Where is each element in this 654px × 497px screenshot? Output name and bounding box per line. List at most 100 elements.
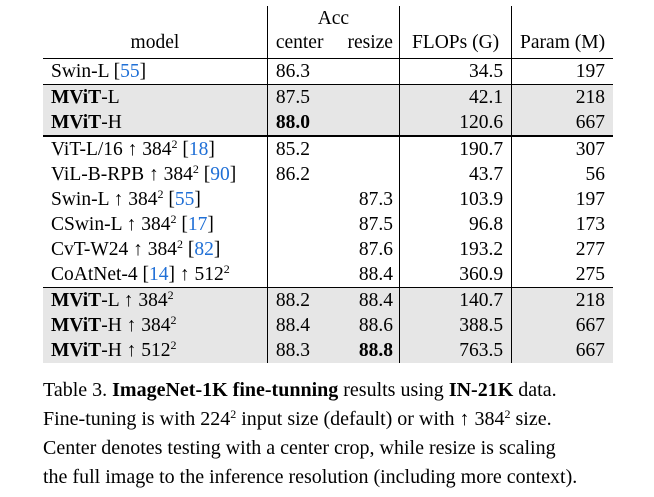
resolution-exponent: 2 (170, 312, 177, 327)
cell-acc-resize (337, 162, 399, 187)
table-row: MViT-H ↑ 3842 88.4 88.6 388.5 667 (43, 313, 613, 338)
cell-flops: 42.1 (398, 84, 512, 110)
cell-flops: 34.5 (398, 58, 512, 85)
resolution: 512 (194, 263, 224, 285)
cell-flops: 43.7 (398, 162, 512, 187)
header-model: model (130, 32, 180, 54)
cell-acc-center: 85.2 (266, 135, 338, 162)
model-name-suffix: -L (101, 86, 120, 108)
caption-bold-dataset: IN-21K (448, 379, 514, 401)
cell-acc-center: 86.2 (266, 162, 338, 187)
cell-param: 667 (511, 110, 613, 136)
table-row: CoAtNet-4 [14] ↑ 5122 88.4 360.9 275 (43, 262, 613, 288)
results-table-container: Acc model center resize FLOPs (G) Param … (43, 6, 613, 363)
cell-model: ViT-L/16 ↑ 3842 [18] (43, 135, 268, 162)
model-name: CvT-W24 ↑ (51, 238, 148, 260)
cell-acc-resize: 88.4 (358, 263, 393, 285)
cell-flops: 360.9 (398, 262, 512, 288)
cell-acc-resize: 88.8 (337, 338, 400, 363)
caption-bold-title: ImageNet-1K fine-tunning (112, 379, 339, 401)
resolution-exponent: 2 (171, 136, 178, 151)
caption-mid-1: results using (338, 379, 449, 401)
cell-model: MViT-L ↑ 3842 (43, 287, 268, 313)
cell-acc-resize: 87.6 (358, 238, 393, 260)
citation-link: 90 (210, 163, 230, 185)
cell-model: CoAtNet-4 [14] ↑ 5122 (51, 261, 230, 285)
cell-param: 277 (511, 237, 613, 262)
table-row: CvT-W24 ↑ 3842 [82] 87.6 193.2 277 (43, 237, 613, 262)
model-name-bold: MViT (51, 111, 102, 133)
caption-line-2a: Fine-tuning is with 224 (43, 408, 231, 430)
cell-acc-center: 88.2 (266, 287, 338, 313)
resolution: 512 (141, 339, 171, 361)
cell-flops: 763.5 (398, 338, 512, 363)
model-name-bold: MViT (51, 339, 102, 361)
cell-acc-center: 86.3 (266, 58, 338, 85)
cell-acc-center (266, 187, 338, 212)
cell-model: MViT-H (43, 110, 268, 136)
resolution: 384 (147, 238, 178, 260)
caption-line-3: Center denotes testing with a center cro… (43, 437, 556, 459)
cell-flops: 388.5 (398, 313, 512, 338)
cell-param: 307 (511, 135, 613, 162)
cell-model: Swin-L [55] (43, 58, 268, 85)
cell-model: CSwin-L ↑ 3842 [17] (51, 211, 214, 235)
resolution-exponent: 2 (192, 161, 199, 176)
header-resize: resize (347, 32, 393, 54)
model-name-bold: MViT (51, 86, 102, 108)
header-row-2: model center resize FLOPs (G) Param (M) (43, 28, 613, 59)
cell-param: 667 (511, 338, 613, 363)
cell-param: 275 (511, 262, 613, 288)
citation-link: 82 (194, 238, 214, 260)
citation-link: 18 (188, 138, 209, 160)
resolution: 384 (128, 188, 158, 210)
caption-mid-2: data. (513, 379, 557, 401)
cell-param: 197 (511, 187, 613, 212)
caption-line-2b: input size (default) or with ↑ 384 (236, 408, 505, 430)
header-flops: FLOPs (G) (398, 28, 512, 59)
resolution-exponent: 2 (223, 261, 230, 276)
cell-acc-center (266, 237, 338, 262)
citation-link: 14 (149, 263, 169, 285)
model-name: ViT-L/16 ↑ (51, 138, 143, 160)
header-acc: Acc (266, 6, 400, 28)
cell-flops: 193.2 (398, 237, 512, 262)
model-name-bold: MViT (51, 289, 102, 311)
resolution: 384 (163, 163, 193, 185)
caption-sup-1: 2 (230, 407, 237, 421)
cell-acc-center: 88.4 (266, 313, 338, 338)
cell-acc-resize: 88.6 (337, 313, 400, 338)
model-name-suffix: -H (101, 111, 122, 133)
table-row: MViT-H 88.0 120.6 667 (43, 110, 613, 136)
cell-param: 667 (511, 313, 613, 338)
resolution-exponent: 2 (170, 337, 177, 352)
model-name-suffix: -H ↑ (101, 314, 142, 336)
cell-flops: 103.9 (398, 187, 512, 212)
model-name: Swin-L ↑ (51, 188, 129, 210)
model-name: CoAtNet-4 (51, 263, 143, 285)
table-row: ViL-B-RPB ↑ 3842 [90] 86.2 43.7 56 (43, 162, 613, 187)
cell-acc-resize: 87.5 (358, 213, 393, 235)
table-caption: Table 3. ImageNet-1K fine-tunning result… (43, 376, 643, 492)
cell-model: MViT-H ↑ 3842 (43, 312, 268, 338)
caption-label: Table 3. (43, 379, 113, 401)
cell-model: MViT-L (43, 84, 268, 110)
resolution-exponent: 2 (167, 287, 174, 302)
table-row: MViT-L 87.5 42.1 218 (43, 84, 613, 110)
cell-acc-resize (337, 135, 400, 162)
cell-acc-center (266, 212, 338, 237)
cell-acc-resize (337, 84, 400, 110)
table-row: MViT-H ↑ 5122 88.3 88.8 763.5 667 (43, 338, 613, 363)
cell-flops: 140.7 (398, 287, 512, 313)
resolution: 384 (138, 289, 168, 311)
header-row-1: Acc (43, 6, 613, 28)
table-row: MViT-L ↑ 3842 88.2 88.4 140.7 218 (43, 287, 613, 313)
caption-line-4: the full image to the inference resoluti… (43, 466, 578, 488)
cell-model: Swin-L ↑ 3842 [55] (51, 186, 201, 210)
cell-flops: 96.8 (398, 212, 512, 237)
cell-acc-resize (337, 110, 400, 136)
header-model-spacer (43, 6, 267, 28)
table-row: Swin-L ↑ 3842 [55] 87.3 103.9 197 (43, 187, 613, 212)
cell-param: 56 (511, 162, 613, 187)
caption-line-2c: size. (510, 408, 552, 430)
